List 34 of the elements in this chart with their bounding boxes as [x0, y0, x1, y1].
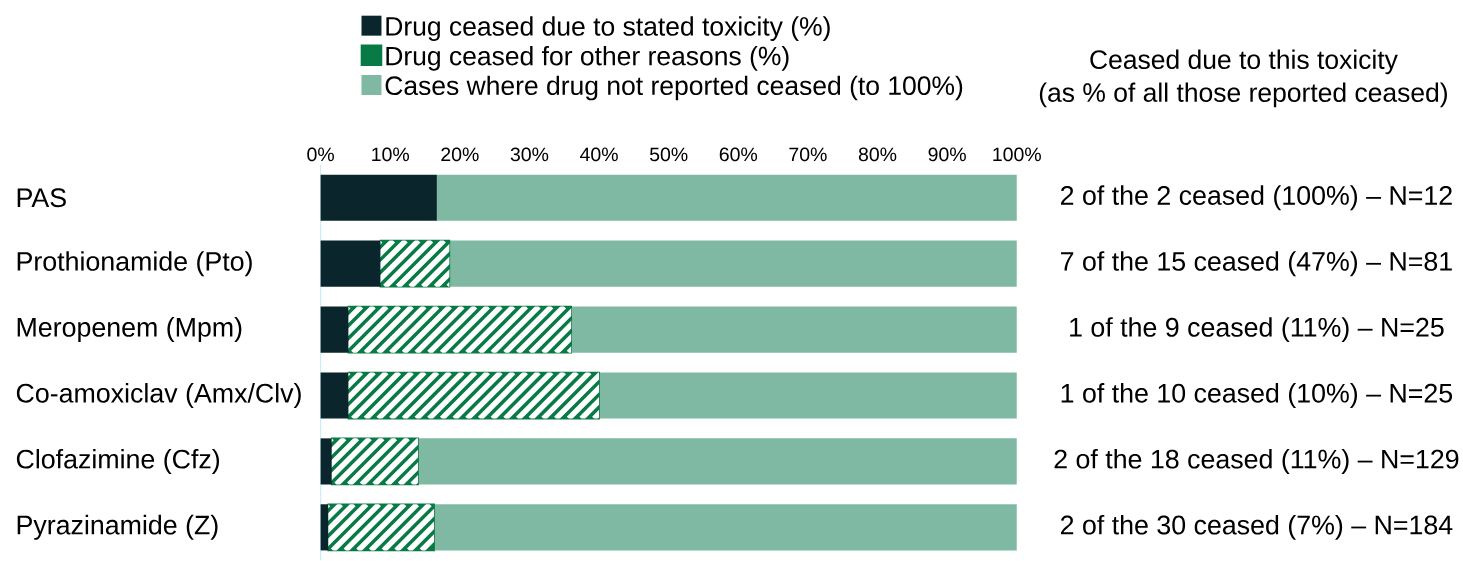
- x-tick-label: 0%: [307, 147, 334, 162]
- bar: [436, 174, 1017, 221]
- bar: [320, 504, 329, 551]
- y-tick-label: Pyrazinamide (Z): [17, 514, 218, 540]
- x-tick-label: 30%: [510, 147, 549, 162]
- x-tick-label: 50%: [649, 147, 688, 162]
- legend-label: Drug ceased due to stated toxicity (%): [386, 16, 830, 41]
- x-tick-label: 20%: [441, 147, 479, 162]
- x-tick-label: 100%: [993, 147, 1041, 162]
- text: (as % of all those reported ceased): [1039, 82, 1447, 108]
- x-tick-label: 10%: [372, 147, 409, 162]
- y-tick-label: PAS: [17, 188, 66, 208]
- text: 2 of the 2 ceased (100%) – N=12: [1061, 185, 1452, 211]
- legend-label: Drug ceased for other reasons (%): [386, 45, 789, 71]
- x-tick-label: 60%: [719, 147, 758, 162]
- bar: [320, 306, 349, 353]
- bar: [320, 372, 349, 419]
- legend-label: Cases where drug not reported ceased (to 100%): [385, 75, 963, 101]
- y-tick-label: Meropenem (Mpm): [17, 317, 242, 343]
- y-tick-label: Prothionamide (Pto): [17, 251, 252, 277]
- x-tick-label: 90%: [928, 147, 966, 162]
- text: Ceased due to this toxicity: [1090, 49, 1398, 75]
- y-tick-label: Co-amoxiclav (Amx/Clv): [16, 383, 301, 408]
- text: 7 of the 15 ceased (47%) – N=81: [1061, 251, 1452, 277]
- bar: [320, 174, 437, 221]
- text: 2 of the 30 ceased (7%) – N=184: [1061, 514, 1453, 540]
- text: 1 of the 10 ceased (10%) – N=25: [1061, 383, 1453, 408]
- text: 1 of the 9 ceased (11%) – N=25: [1070, 317, 1444, 343]
- x-tick-label: 70%: [789, 147, 827, 162]
- x-tick-label: 80%: [858, 147, 897, 162]
- x-tick-label: 40%: [580, 147, 618, 162]
- y-tick-label: Clofazimine (Cfz): [16, 448, 220, 474]
- bar: [320, 438, 332, 485]
- text: 2 of the 18 ceased (11%) – N=129: [1054, 448, 1459, 474]
